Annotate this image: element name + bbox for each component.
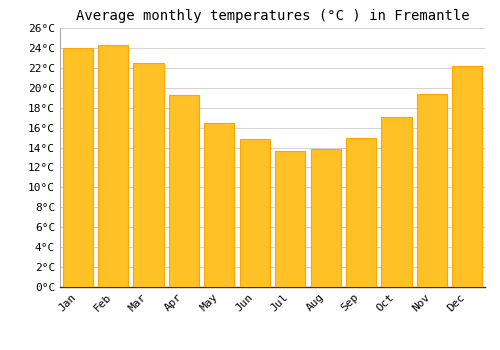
Bar — [382, 117, 412, 287]
Bar — [62, 48, 93, 287]
Bar — [310, 148, 340, 287]
Bar — [346, 138, 376, 287]
Bar — [169, 95, 199, 287]
Bar — [204, 122, 234, 287]
Bar — [134, 63, 164, 287]
Title: Average monthly temperatures (°C ) in Fremantle: Average monthly temperatures (°C ) in Fr… — [76, 9, 469, 23]
Bar — [452, 66, 482, 287]
Bar — [240, 139, 270, 287]
Bar — [98, 45, 128, 287]
Bar — [417, 94, 447, 287]
Bar — [275, 150, 306, 287]
